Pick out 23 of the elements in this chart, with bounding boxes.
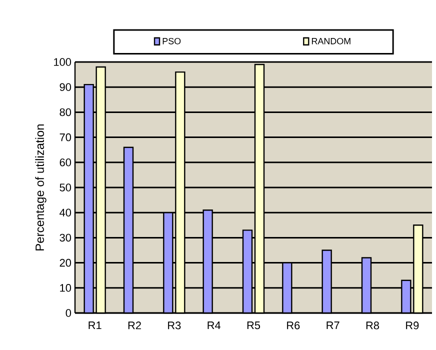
x-tick-label: R1 bbox=[88, 322, 102, 330]
y-tick-label: 0 bbox=[66, 309, 72, 317]
x-tick-label: R8 bbox=[366, 322, 380, 330]
y-tick-label: 50 bbox=[60, 184, 72, 192]
y-tick-label: 80 bbox=[60, 108, 72, 116]
y-tick-label: 60 bbox=[60, 158, 72, 166]
x-tick-label: R6 bbox=[287, 322, 300, 330]
x-tick-label: R2 bbox=[128, 322, 141, 330]
y-tick-label: 40 bbox=[60, 208, 72, 216]
x-tick-label: R4 bbox=[208, 322, 221, 330]
legend-label: PSO bbox=[162, 38, 181, 44]
x-tick-label: R3 bbox=[168, 322, 181, 330]
x-tick-label: R9 bbox=[406, 322, 419, 330]
x-tick-label: R5 bbox=[247, 322, 260, 330]
y-tick-label: 100 bbox=[54, 58, 72, 66]
legend-label: RANDOM bbox=[312, 38, 350, 44]
y-tick-label: 20 bbox=[60, 258, 72, 267]
y-tick-label: 90 bbox=[60, 83, 72, 91]
y-tick-label: 30 bbox=[60, 234, 72, 242]
y-tick-label: 70 bbox=[60, 133, 72, 142]
y-axis-title: Percentage of utilization bbox=[35, 124, 46, 250]
y-tick-label: 10 bbox=[60, 284, 72, 292]
x-tick-label: R7 bbox=[326, 322, 340, 330]
